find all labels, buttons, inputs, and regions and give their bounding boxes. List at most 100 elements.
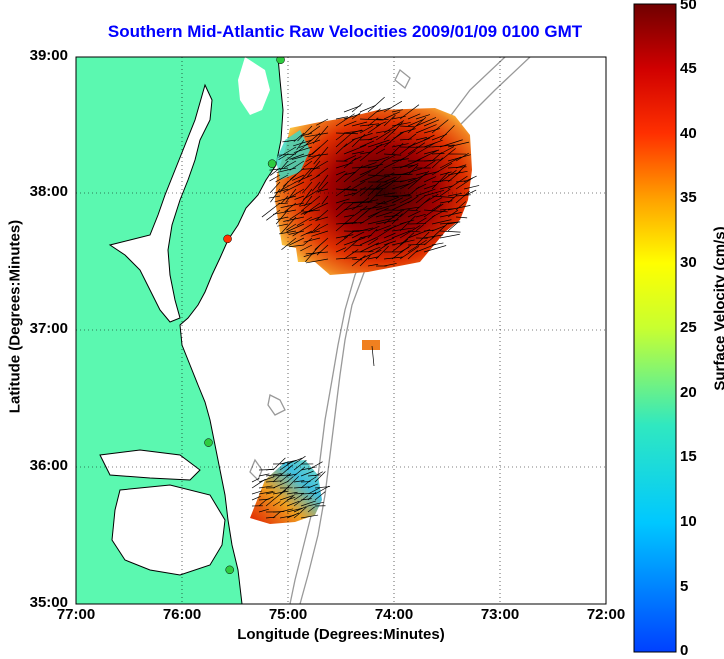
velocity-vector (351, 231, 365, 239)
velocity-vector (359, 162, 377, 169)
velocity-vector (283, 181, 305, 193)
velocity-vector (343, 130, 363, 134)
velocity-vector (343, 120, 357, 127)
velocity-vector (303, 237, 321, 243)
velocity-vector (431, 162, 453, 176)
velocity-vector (293, 492, 304, 495)
velocity-vector (431, 195, 455, 198)
velocity-vector (439, 171, 452, 176)
velocity-vector (359, 105, 376, 113)
colorbar-tick: 35 (680, 189, 697, 206)
velocity-vector (407, 164, 419, 176)
velocity-vector (439, 148, 456, 162)
velocity-vector (335, 133, 345, 141)
velocity-vector (285, 188, 297, 203)
velocity-vector (307, 487, 321, 495)
velocity-vector (383, 111, 401, 120)
velocity-vector (316, 216, 329, 221)
velocity-vector (313, 223, 329, 232)
velocity-vector (300, 500, 316, 507)
velocity-vector (277, 223, 289, 227)
velocity-vector (375, 148, 386, 155)
velocity-vector (343, 236, 362, 253)
velocity-vector (265, 499, 274, 507)
velocity-vector (293, 460, 307, 471)
velocity-vector (343, 155, 357, 162)
colorbar-tick: 50 (680, 0, 697, 13)
velocity-vector (274, 195, 297, 203)
velocity-vector (286, 512, 300, 519)
velocity-vector (307, 461, 323, 471)
velocity-vector (351, 171, 371, 183)
velocity-vector (367, 256, 379, 260)
velocity-vector (305, 258, 329, 264)
velocity-vector (269, 174, 281, 182)
velocity-vector (284, 202, 297, 213)
velocity-vector (367, 225, 380, 232)
velocity-vector (276, 216, 289, 220)
velocity-vector (300, 481, 310, 489)
velocity-vector (343, 171, 356, 176)
velocity-vector (423, 209, 448, 213)
velocity-vector (282, 139, 297, 143)
velocity-vector (399, 206, 420, 211)
colorbar-tick: 0 (680, 642, 689, 659)
velocity-vector (335, 132, 359, 135)
velocity-vector (375, 225, 397, 239)
colorbar-tick: 10 (680, 513, 697, 530)
x-tick: 77:00 (56, 606, 96, 623)
velocity-vector (343, 171, 357, 183)
velocity-vector (455, 164, 467, 169)
velocity-vector (399, 142, 416, 155)
velocity-vector (321, 195, 329, 205)
velocity-vector (266, 209, 281, 221)
velocity-vector (399, 177, 416, 183)
velocity-vector (300, 132, 313, 137)
velocity-vector (367, 188, 384, 204)
velocity-vector (439, 170, 457, 183)
velocity-vector (293, 480, 305, 483)
velocity-vector (383, 120, 405, 134)
velocity-vector (455, 201, 467, 211)
velocity-vector (309, 174, 321, 181)
velocity-vector (301, 167, 321, 170)
velocity-vector (272, 209, 297, 215)
velocity-vector (300, 244, 313, 252)
grid-lines (76, 57, 606, 604)
velocity-vector (431, 225, 446, 232)
colorbar-tick: 45 (680, 60, 697, 77)
velocity-vector (423, 119, 440, 127)
velocity-vector (375, 121, 387, 127)
velocity-vector (265, 468, 275, 471)
velocity-vector (367, 263, 379, 267)
velocity-vector (299, 202, 313, 207)
velocity-vector (423, 203, 444, 218)
velocity-vector (455, 177, 473, 190)
velocity-vector (309, 216, 321, 222)
velocity-vector (391, 109, 403, 113)
pamlico-sound (112, 485, 225, 575)
velocity-vector (383, 211, 401, 225)
colorbar-label: Surface Velocity (cm/s) (711, 226, 724, 391)
velocity-vectors (251, 96, 480, 519)
y-tick: 35:00 (29, 594, 68, 611)
velocity-vector (343, 201, 365, 204)
coastline (99, 57, 284, 604)
velocity-vector (415, 137, 427, 141)
velocity-vector (310, 223, 321, 234)
velocity-vector (351, 112, 361, 120)
velocity-vector (439, 188, 451, 197)
velocity-vector (304, 132, 329, 138)
velocity-vector (315, 209, 329, 222)
velocity-vector (399, 246, 420, 260)
velocity-vector (407, 142, 426, 155)
velocity-vector (308, 153, 329, 158)
velocity-vector (415, 195, 426, 204)
velocity-vector (407, 210, 421, 218)
velocity-vector (415, 172, 427, 176)
velocity-vector (391, 244, 412, 260)
velocity-vector (277, 202, 289, 205)
velocity-vector (399, 219, 415, 225)
radar-station-marker (267, 159, 277, 168)
